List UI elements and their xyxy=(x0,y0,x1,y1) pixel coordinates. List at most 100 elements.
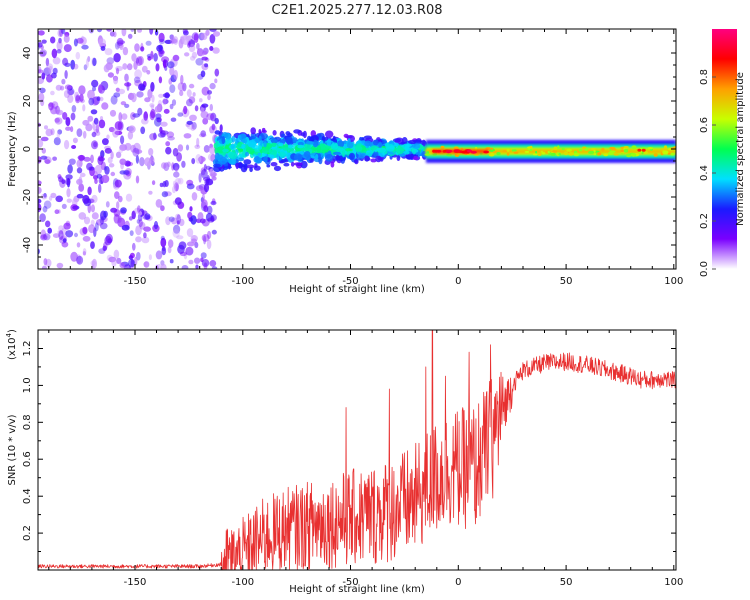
spectrogram-noise-blob xyxy=(50,36,56,44)
spectrogram-band-blob xyxy=(305,141,315,145)
spectrogram-noise-blob xyxy=(70,126,74,133)
spectrogram-band-blob xyxy=(278,151,286,157)
spectrogram-noise-blob xyxy=(202,117,209,125)
spectrogram-noise-blob xyxy=(70,59,76,70)
spectrogram-band-blob xyxy=(222,148,229,153)
spectrogram-noise-blob xyxy=(158,93,164,98)
spectrogram-noise-blob xyxy=(190,215,197,225)
spectrogram-noise-blob xyxy=(161,247,167,256)
spectrogram-noise-blob xyxy=(105,201,110,208)
spectrogram-noise-blob xyxy=(196,42,200,50)
spectrogram-noise-blob xyxy=(45,57,50,67)
spectrogram-band-blob xyxy=(217,146,225,154)
spectrogram-noise-blob xyxy=(170,217,178,225)
spectrogram-noise-blob xyxy=(70,112,76,121)
spectrogram-noise-blob xyxy=(64,84,72,90)
spectrogram-noise-blob xyxy=(106,29,112,32)
spectrogram-noise-blob xyxy=(146,70,151,75)
spectrogram-noise-blob xyxy=(73,63,79,70)
snr-x-axis-label: Height of straight line (km) xyxy=(289,584,425,595)
spectrogram-band-blob xyxy=(354,159,359,165)
spectrogram-noise-blob xyxy=(212,47,220,54)
spectrogram-noise-blob xyxy=(169,66,175,76)
spectrogram-noise-blob xyxy=(184,52,190,57)
spectrogram-band-blob xyxy=(250,127,256,135)
spectrogram-noise-blob xyxy=(67,94,74,103)
spectrogram-noise-blob xyxy=(50,192,57,199)
spectrogram-noise-blob xyxy=(119,144,128,151)
spectrogram-noise-blob xyxy=(155,63,160,72)
spectrogram-noise-blob xyxy=(166,161,171,168)
spectrogram-noise-blob xyxy=(56,40,63,51)
spectrogram-noise-blob xyxy=(210,112,217,122)
spectrogram-band-speckle xyxy=(620,149,624,152)
spectrogram-noise-blob xyxy=(113,53,121,63)
spectrogram-noise-blob xyxy=(124,82,132,87)
spectrogram-noise-blob xyxy=(82,194,90,204)
spectrogram-noise-blob xyxy=(88,29,95,34)
spectrogram-band-blob xyxy=(316,145,321,153)
spectrogram-noise-blob xyxy=(58,230,64,241)
spectrogram-band-speckle xyxy=(474,147,478,150)
spectrogram-noise-blob xyxy=(83,64,88,71)
spectrogram-band-speckle xyxy=(623,148,629,153)
spectrogram-noise-blob xyxy=(207,94,211,101)
spectrogram-band-blob xyxy=(231,135,236,143)
spectrogram-noise-blob xyxy=(202,50,208,55)
spectrogram-noise-blob xyxy=(103,210,108,218)
spectrogram-noise-blob xyxy=(172,162,180,171)
spectrogram-noise-blob xyxy=(212,31,221,37)
spectrogram-band-speckle xyxy=(488,152,495,157)
spectrogram-peak-speckle xyxy=(453,149,460,153)
spectrogram-noise-blob xyxy=(190,235,198,242)
spectrogram-x-axis-label: Height of straight line (km) xyxy=(289,284,425,295)
spectrogram-noise-blob xyxy=(94,222,99,232)
spectrogram-noise-blob xyxy=(170,117,177,122)
x-tick-label: -100 xyxy=(231,276,254,287)
spectrogram-noise-blob xyxy=(123,170,130,175)
spectrogram-noise-blob xyxy=(211,229,217,235)
spectrogram-band-speckle xyxy=(547,150,550,154)
spectrogram-band-blob xyxy=(412,156,419,160)
spectrogram-noise-blob xyxy=(138,83,146,91)
spectrogram-noise-blob xyxy=(57,29,62,37)
spectrogram-noise-blob xyxy=(114,191,120,200)
spectrogram-noise-blob xyxy=(85,123,93,132)
spectrogram-band-blob xyxy=(258,129,262,134)
spectrogram-noise-blob xyxy=(199,218,206,224)
spectrogram-band-blob xyxy=(412,143,421,149)
spectrogram-noise-blob xyxy=(173,69,178,80)
spectrogram-band-speckle xyxy=(623,146,629,149)
spectrogram-noise-blob xyxy=(137,205,141,213)
spectrogram-noise-blob xyxy=(210,200,217,206)
spectrogram-noise-blob xyxy=(117,215,122,223)
snr-y-multiplier-close: ) xyxy=(7,329,18,333)
spectrogram-noise-blob xyxy=(210,214,217,221)
spectrogram-noise-blob xyxy=(90,241,95,250)
spectrogram-noise-blob xyxy=(117,40,126,45)
spectrogram-noise-blob xyxy=(203,164,207,172)
x-tick-label: -150 xyxy=(124,577,147,588)
spectrogram-noise-blob xyxy=(179,90,184,97)
spectrogram-noise-blob xyxy=(64,139,70,150)
spectrogram-noise-blob xyxy=(140,126,146,135)
spectrogram-noise-blob xyxy=(93,227,97,238)
spectrogram-band-speckle xyxy=(524,150,530,153)
spectrogram-noise-blob xyxy=(203,145,210,153)
spectrogram-noise-blob xyxy=(186,241,195,247)
spectrogram-noise-blob xyxy=(38,186,42,194)
y-tick-label: 0.4 xyxy=(22,488,33,504)
spectrogram-noise-blob xyxy=(65,178,71,186)
spectrogram-noise-blob xyxy=(92,57,97,67)
spectrogram-hotspot xyxy=(641,148,646,152)
spectrogram-noise-blob xyxy=(195,58,204,66)
spectrogram-noise-blob xyxy=(65,126,71,131)
spectrogram-noise-blob xyxy=(87,56,91,62)
spectrogram-band-blob xyxy=(336,140,345,148)
spectrogram-noise-blob xyxy=(135,225,142,236)
spectrogram-noise-blob xyxy=(189,206,193,212)
spectrogram-band-speckle xyxy=(424,153,430,156)
spectrogram-band-speckle xyxy=(511,149,517,152)
spectrogram-noise-blob xyxy=(82,104,86,112)
spectrogram-noise-blob xyxy=(60,85,65,91)
